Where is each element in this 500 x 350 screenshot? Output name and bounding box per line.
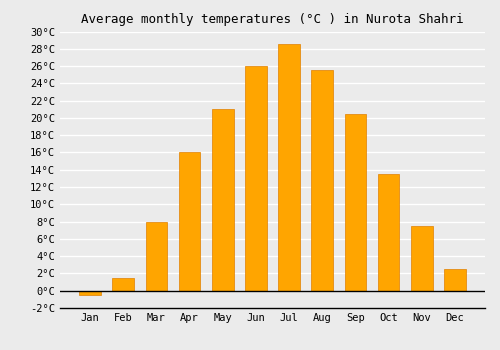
Title: Average monthly temperatures (°C ) in Nurota Shahri: Average monthly temperatures (°C ) in Nu… [81, 13, 464, 26]
Bar [112, 278, 134, 291]
Bar [80, 291, 101, 295]
Bar [344, 114, 366, 291]
Bar [312, 70, 333, 291]
Bar [278, 44, 300, 291]
Bar [444, 269, 466, 291]
Bar [146, 222, 167, 291]
Bar [378, 174, 400, 291]
Bar [245, 66, 266, 291]
Bar [212, 109, 234, 291]
Bar [411, 226, 432, 291]
Bar [179, 153, 201, 291]
